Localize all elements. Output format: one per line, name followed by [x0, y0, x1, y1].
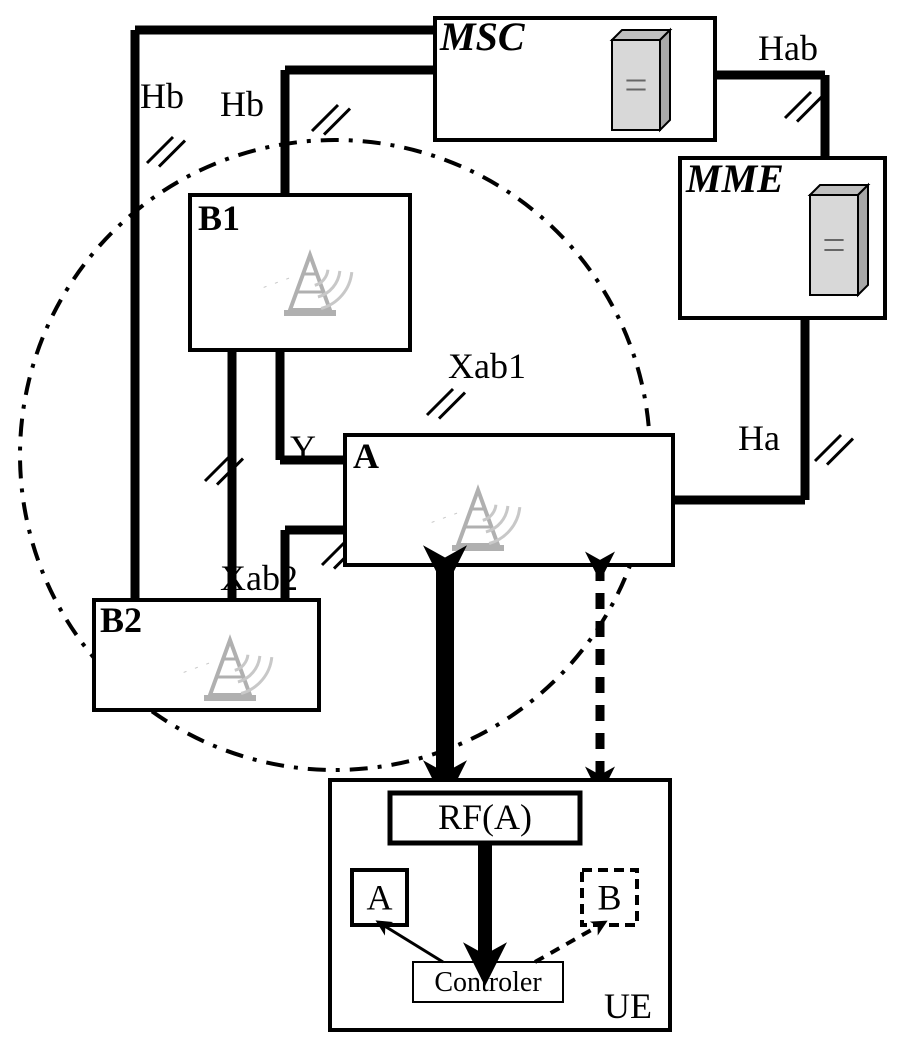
svg-text:Controler: Controler	[434, 967, 542, 998]
svg-text:Xab1: Xab1	[448, 346, 526, 386]
svg-text:B1: B1	[198, 198, 240, 238]
svg-text:Ha: Ha	[738, 418, 780, 458]
svg-text:Hab: Hab	[758, 28, 818, 68]
svg-text:A: A	[367, 878, 393, 918]
svg-text:RF(A): RF(A)	[438, 797, 532, 837]
svg-text:Hb: Hb	[140, 76, 184, 116]
network-diagram: HbHbHabHaXab1Xab2YMSCMMEB1AB2UERF(A)ABCo…	[0, 0, 902, 1042]
svg-text:A: A	[353, 436, 379, 476]
svg-text:UE: UE	[604, 986, 652, 1026]
svg-text:B2: B2	[100, 600, 142, 640]
svg-text:MSC: MSC	[439, 14, 526, 59]
svg-text:MME: MME	[685, 156, 784, 201]
svg-text:Hb: Hb	[220, 84, 264, 124]
svg-text:B: B	[597, 878, 621, 918]
svg-text:Y: Y	[290, 428, 316, 468]
